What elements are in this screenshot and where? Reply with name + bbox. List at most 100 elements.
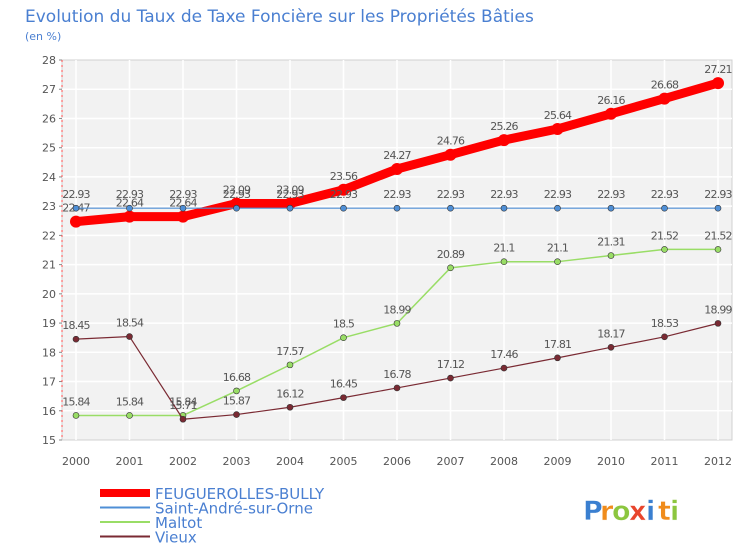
data-label: 22.93	[116, 188, 144, 201]
data-label: 16.12	[276, 387, 304, 400]
data-label: 17.57	[276, 345, 304, 358]
data-point	[179, 204, 187, 212]
y-tick-label: 23	[42, 200, 56, 213]
data-label: 22.64	[116, 197, 144, 210]
x-tick-label: 2005	[330, 455, 358, 468]
watermark-letter: o	[612, 496, 631, 527]
data-label: 15.87	[223, 395, 251, 408]
data-point	[340, 334, 347, 341]
data-label: 18.99	[383, 303, 411, 316]
data-label: 15.84	[169, 395, 197, 408]
x-tick-label: 2011	[651, 455, 679, 468]
data-point	[500, 364, 508, 372]
data-point	[233, 204, 240, 212]
data-label: 22.93	[62, 188, 90, 201]
data-point	[393, 320, 401, 327]
data-point	[393, 204, 401, 212]
x-tick-label: 2007	[437, 455, 465, 468]
data-label: 26.68	[651, 79, 679, 92]
data-point	[393, 384, 401, 392]
data-point	[126, 412, 133, 419]
watermark-letter: r	[600, 496, 614, 527]
data-point	[661, 204, 668, 212]
data-label: 22.93	[276, 188, 304, 201]
y-tick-label: 20	[42, 288, 56, 301]
data-label: 25.26	[490, 120, 518, 133]
legend-label: Maltot	[155, 514, 202, 532]
x-tick-label: 2004	[276, 455, 304, 468]
data-label: 21.52	[651, 229, 679, 242]
data-point	[126, 204, 133, 212]
data-point	[286, 204, 294, 212]
data-point	[554, 204, 561, 212]
data-label: 22.93	[490, 188, 518, 201]
data-point	[661, 246, 668, 253]
data-label: 18.5	[333, 318, 355, 331]
data-label: 22.93	[330, 188, 358, 201]
data-label: 23.09	[276, 184, 304, 197]
x-tick-label: 2000	[62, 455, 90, 468]
data-point	[554, 258, 561, 265]
data-label: 22.93	[437, 188, 465, 201]
y-tick-label: 18	[42, 346, 56, 359]
x-tick-label: 2002	[169, 455, 197, 468]
data-label: 26.16	[597, 94, 625, 107]
y-tick-label: 21	[42, 259, 56, 272]
data-point	[712, 77, 724, 90]
data-label: 18.17	[597, 327, 625, 340]
data-label: 22.93	[383, 188, 411, 201]
data-label: 27.21	[704, 63, 732, 76]
data-point	[391, 163, 403, 176]
data-point	[233, 411, 240, 418]
data-point	[284, 197, 296, 210]
watermark-letter: t	[658, 496, 671, 527]
data-point	[714, 320, 722, 327]
legend-label: Vieux	[155, 529, 197, 547]
data-point	[658, 92, 671, 105]
data-label: 22.64	[169, 197, 197, 210]
chart-title: Evolution du Taux de Taxe Foncière sur l…	[25, 7, 534, 27]
data-label: 23.56	[330, 170, 358, 183]
data-label: 24.27	[383, 149, 411, 162]
data-point	[607, 344, 615, 351]
data-label: 17.12	[437, 358, 465, 371]
data-label: 16.68	[223, 371, 251, 384]
data-point	[500, 204, 508, 212]
data-label: 16.45	[330, 378, 358, 391]
data-label: 21.1	[493, 242, 514, 255]
x-tick-label: 2009	[544, 455, 572, 468]
data-point	[551, 122, 564, 135]
data-point	[230, 197, 243, 210]
data-label: 22.93	[651, 188, 679, 201]
data-point	[340, 204, 347, 212]
data-point	[605, 107, 617, 120]
data-label: 18.45	[62, 319, 90, 332]
legend-label: Saint-André-sur-Orne	[155, 500, 313, 518]
data-label: 23.09	[223, 184, 251, 197]
data-label: 18.53	[651, 317, 679, 330]
watermark-letter: i	[670, 496, 679, 527]
data-point	[447, 264, 454, 272]
data-label: 15.84	[62, 395, 90, 408]
x-tick-label: 2012	[704, 455, 732, 468]
watermark-letter: P	[583, 496, 603, 527]
watermark-letter: i	[646, 496, 655, 527]
data-label: 22.93	[544, 188, 572, 201]
data-point	[123, 210, 136, 223]
data-label: 21.52	[704, 229, 732, 242]
x-tick-label: 2010	[597, 455, 625, 468]
data-point	[500, 258, 508, 265]
data-label: 15.84	[116, 395, 144, 408]
data-label: 20.89	[437, 248, 465, 261]
data-point	[233, 387, 240, 395]
data-label: 21.31	[597, 236, 625, 249]
x-tick-label: 2006	[383, 455, 411, 468]
data-point	[714, 204, 722, 212]
data-point	[447, 204, 454, 212]
data-point	[126, 333, 133, 340]
data-point	[607, 204, 615, 212]
data-label: 15.71	[169, 399, 197, 412]
data-label: 22.93	[704, 188, 732, 201]
